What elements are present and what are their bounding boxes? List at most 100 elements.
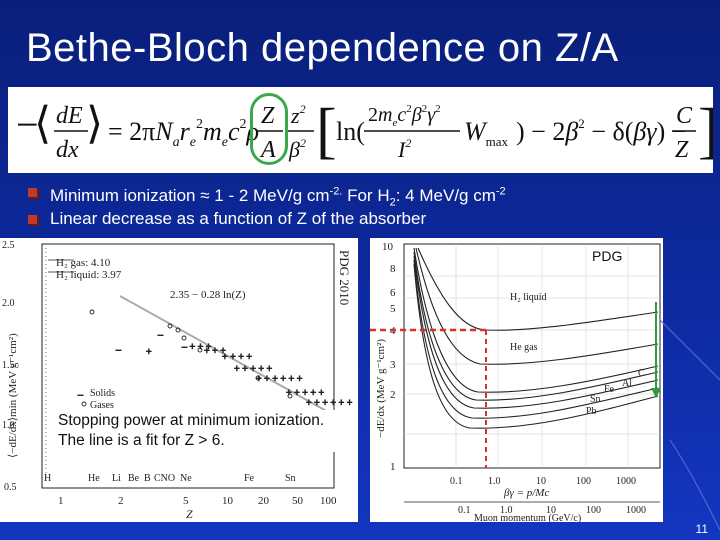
svg-text:– + + +: – + + + — [181, 342, 212, 353]
za-highlight-ellipse — [250, 93, 288, 165]
xtick: 10 — [536, 476, 546, 487]
left-xaxis-label: Z — [186, 507, 193, 521]
element-label: H — [44, 473, 51, 484]
element-label: CNO — [154, 473, 175, 484]
bullet-text: Linear decrease as a function of Z of th… — [50, 209, 427, 228]
x2-label: Muon momentum (GeV/c) — [474, 513, 581, 522]
element-label: Be — [128, 473, 140, 484]
bullet-sup: -2. — [329, 185, 343, 197]
page-number: 11 — [695, 522, 708, 536]
decorative-lines — [660, 319, 720, 531]
formula-graphic: − ⟨ dE dx ⟩ = 2πNare2mec2ρ Z A z2 β2 [ l… — [16, 97, 713, 165]
curve-label: H₂ liquid — [510, 292, 547, 303]
xtick: 10 — [546, 505, 556, 516]
svg-text:−: − — [16, 102, 39, 147]
xtick: 0.1 — [450, 476, 463, 487]
bullet-linear-decrease: Linear decrease as a function of Z of th… — [28, 205, 506, 232]
right-yaxis-label: −dE/dx (MeV g⁻¹cm²) — [375, 339, 387, 438]
svg-text:z2: z2 — [290, 102, 306, 128]
xtick: 100 — [576, 476, 591, 487]
svg-text:β2: β2 — [288, 136, 306, 162]
svg-text:+ + + + +: + + + + + — [286, 388, 325, 399]
ytick: 10 — [382, 241, 394, 253]
svg-text:ln(: ln( — [336, 117, 365, 146]
svg-text:–: – — [157, 330, 164, 341]
xtick: 1 — [58, 495, 64, 507]
ytick: 2.0 — [2, 298, 15, 309]
svg-text:+: + — [146, 347, 152, 358]
ytick: 3 — [390, 359, 396, 371]
svg-text:Z: Z — [675, 137, 689, 163]
svg-text:⟨: ⟨ — [34, 99, 51, 148]
slide-title: Bethe-Bloch dependence on Z/A — [26, 26, 619, 70]
bullet-min-ionization: Minimum ionization ≈ 1 - 2 MeV/g cm-2. F… — [28, 178, 506, 209]
svg-text:[: [ — [316, 97, 337, 165]
ytick: 2 — [390, 389, 396, 401]
bullet-sub: 2 — [389, 196, 396, 209]
svg-text:Wmax: Wmax — [464, 117, 509, 149]
ytick: 2.5 — [2, 240, 15, 251]
xtick: 1.0 — [500, 505, 513, 516]
svg-text:dE: dE — [56, 103, 83, 129]
ytick: 1 — [390, 461, 396, 473]
element-label: Fe — [244, 473, 255, 484]
legend-solids: Solids — [90, 388, 115, 399]
curve-label: Fe — [604, 384, 615, 395]
xtick: 1000 — [616, 476, 636, 487]
svg-text:2mec2β2γ2: 2mec2β2γ2 — [368, 103, 441, 129]
left-plot-svg: 2.5 2.0 1.5 1.0 0.5 ⟨−dE/dx⟩min (MeV g⁻¹… — [2, 240, 353, 521]
element-label: Sn — [285, 473, 296, 484]
legend-gases: Gases — [90, 400, 114, 411]
curve-label: C — [638, 368, 645, 379]
curve-label: Al — [622, 378, 632, 389]
element-label: Li — [112, 473, 121, 484]
svg-text:+ + + + + +: + + + + + + — [306, 398, 353, 409]
ytick: 0.5 — [4, 482, 17, 493]
ytick: 6 — [390, 287, 396, 299]
xtick: 100 — [586, 505, 601, 516]
element-label: B — [144, 473, 151, 484]
x1-label: βγ = p/Mc — [503, 487, 549, 499]
fit-label: 2.35 − 0.28 ln(Z) — [170, 289, 246, 301]
xtick: 50 — [292, 495, 304, 507]
svg-text:= 2πNare2mec2ρ: = 2πNare2mec2ρ — [108, 117, 259, 150]
bullet-marker-icon — [28, 215, 37, 224]
svg-text:I2: I2 — [397, 136, 411, 162]
ytick: 1.5 — [2, 360, 15, 371]
svg-text:⟩: ⟩ — [86, 99, 103, 148]
xtick: 100 — [320, 495, 337, 507]
bullet-text-part: Minimum ionization ≈ 1 - 2 MeV/g cm — [50, 185, 330, 205]
svg-text:dx: dx — [56, 137, 79, 163]
ytick: 8 — [390, 263, 396, 275]
svg-text:) − 2β2 − δ(βγ) −: ) − 2β2 − δ(βγ) − — [516, 116, 686, 146]
h2-gas-label: H₂ gas: 4.10 — [56, 257, 111, 269]
pdg-label: PDG — [592, 248, 623, 264]
bullet-list: Minimum ionization ≈ 1 - 2 MeV/g cm-2. F… — [28, 178, 506, 232]
curve-label: Sn — [590, 394, 601, 405]
right-plot-svg: 1 2 3 4 5 6 8 10 −dE/dx (MeV g⁻¹cm²) H₂ … — [360, 241, 661, 524]
xtick: 5 — [183, 495, 189, 507]
xtick: 20 — [258, 495, 270, 507]
ytick: 1.0 — [2, 420, 15, 431]
svg-text:+ + + + +: + + + + + — [234, 364, 273, 375]
bullet-sup: -2 — [495, 185, 506, 197]
left-plot-min-ionization-vs-z: 2.5 2.0 1.5 1.0 0.5 ⟨−dE/dx⟩min (MeV g⁻¹… — [0, 238, 358, 522]
h2-liquid-label: H₂ liquid: 3.97 — [56, 269, 122, 281]
pdg-2010-label: PDG 2010 — [337, 250, 352, 305]
curve-label: He gas — [510, 342, 538, 353]
svg-text:]: ] — [698, 97, 713, 165]
svg-text:–: – — [77, 390, 84, 401]
element-label: He — [88, 473, 100, 484]
xtick: 0.1 — [458, 505, 471, 516]
svg-text:+ + +: + + + — [204, 346, 226, 357]
bullet-text-part: For H — [342, 185, 390, 205]
svg-text:+ + + +: + + + + — [222, 352, 252, 363]
svg-text:C: C — [676, 103, 693, 129]
left-yaxis-label: ⟨−dE/dx⟩min (MeV g⁻¹cm²) — [7, 333, 19, 458]
xtick: 10 — [222, 495, 234, 507]
right-plot-stopping-power: 1 2 3 4 5 6 8 10 −dE/dx (MeV g⁻¹cm²) H₂ … — [360, 238, 663, 524]
xtick: 1.0 — [488, 476, 501, 487]
bullet-text-part: : 4 MeV/g cm — [395, 185, 496, 205]
svg-text:+ + + + + +: + + + + + + — [256, 374, 303, 385]
xtick: 2 — [118, 495, 124, 507]
